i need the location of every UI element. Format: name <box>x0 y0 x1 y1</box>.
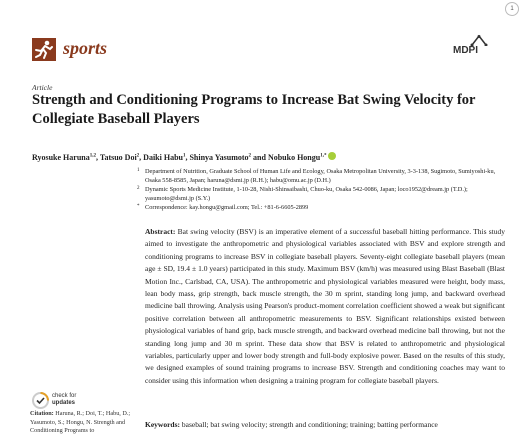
citation-label: Citation: <box>30 410 54 417</box>
keywords: Keywords: baseball; bat swing velocity; … <box>145 419 505 431</box>
author-sup: 2 <box>136 153 140 159</box>
author-name: Nobuko Hongu <box>267 153 321 162</box>
keywords-text: baseball; bat swing velocity; strength a… <box>181 420 438 429</box>
check-line: updates <box>52 400 76 406</box>
abstract-label: Abstract: <box>145 227 176 236</box>
affiliations: 1 Department of Nutrition, Graduate Schoo… <box>137 168 505 214</box>
affiliation-text: Correspondence: kay.hongu@gmail.com; Tel… <box>145 204 309 212</box>
author-sup: 2 <box>248 153 252 159</box>
affiliation: 2 Dynamic Sports Medicine Institute, 1-10… <box>137 186 505 203</box>
article-type: Article <box>32 83 53 92</box>
affiliation-marker: 2 <box>137 186 140 192</box>
author-name: Tatsuo Doi <box>99 153 137 162</box>
author-separator: , <box>185 153 190 162</box>
author-list: Ryosuke Haruna1,2, Tatsuo Doi2, Daiki Ha… <box>32 152 502 162</box>
keywords-label: Keywords: <box>145 420 180 429</box>
abstract-text: Bat swing velocity (BSV) is an imperativ… <box>145 227 506 385</box>
author-name: Shinya Yasumoto <box>189 153 249 162</box>
page-number: 1 <box>505 2 519 16</box>
affiliation: * Correspondence: kay.hongu@gmail.com; Te… <box>137 204 505 213</box>
author-separator: , <box>95 153 100 162</box>
orcid-icon[interactable] <box>328 152 337 160</box>
affiliation: 1 Department of Nutrition, Graduate Schoo… <box>137 168 505 185</box>
publisher-logo: MDPI <box>453 45 478 56</box>
journal-name: sports <box>63 38 108 58</box>
article-title: Strength and Conditioning Programs to In… <box>32 92 476 127</box>
affiliation-marker: * <box>137 204 140 210</box>
author-name: Daiki Habu <box>143 153 183 162</box>
mdpi-icon <box>470 34 488 46</box>
check-icon <box>32 392 49 409</box>
citation: Citation: Haruna, R.; Doi, T.; Habu, D.;… <box>30 410 134 436</box>
affiliation-text: Dynamic Sports Medicine Institute, 1-10-… <box>145 186 468 202</box>
journal-icon <box>32 38 56 61</box>
check-line: check for <box>52 393 77 399</box>
author-separator: and <box>251 153 268 162</box>
author-separator: , <box>139 153 144 162</box>
check-updates[interactable]: check for updates <box>52 393 76 407</box>
author-sup: 1,2 <box>89 153 96 159</box>
author-sup: 1,* <box>320 153 327 159</box>
author-name: Ryosuke Haruna <box>32 153 90 162</box>
author-sup: 1 <box>182 153 186 159</box>
citation-text: Haruna, R.; Doi, T.; Habu, D.; Yasumoto,… <box>30 410 131 435</box>
abstract: Abstract: Bat swing velocity (BSV) is an… <box>145 226 505 387</box>
affiliation-text: Department of Nutrition, Graduate School… <box>145 168 496 184</box>
affiliation-marker: 1 <box>137 168 140 173</box>
